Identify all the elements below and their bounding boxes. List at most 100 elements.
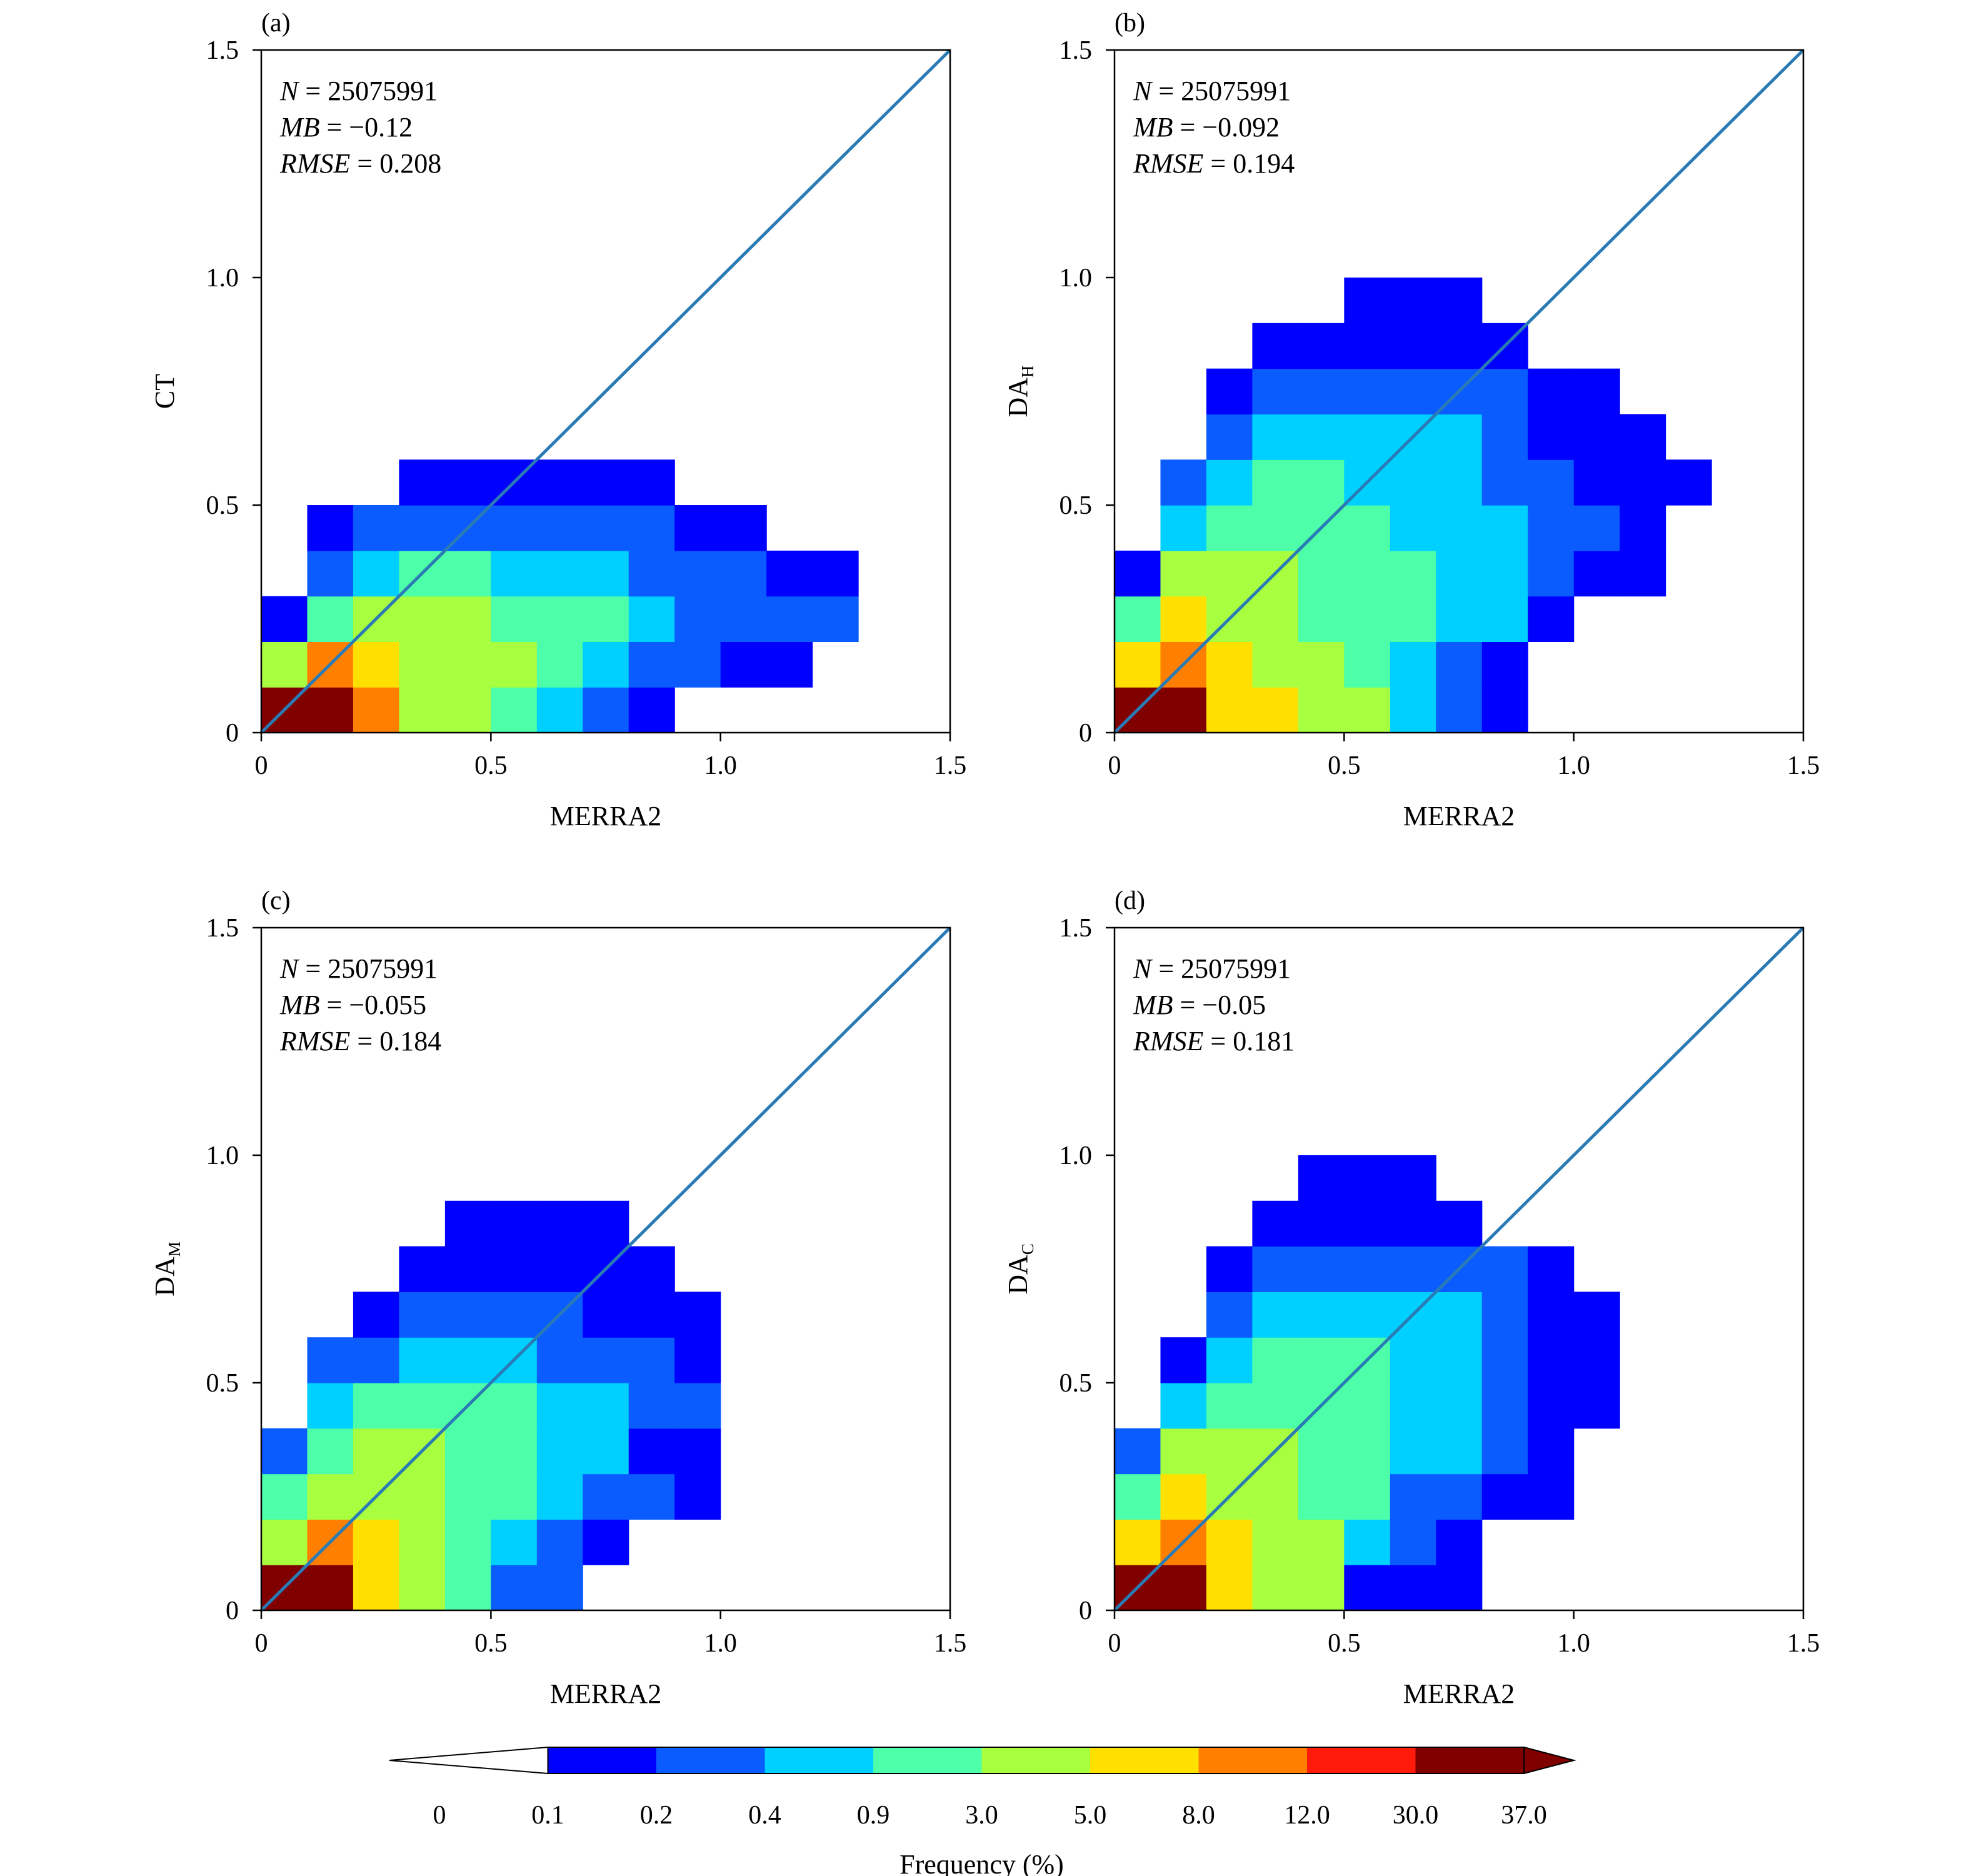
heatmap-cell — [1481, 1246, 1528, 1292]
heatmap-cell — [1390, 1565, 1436, 1611]
stat-n-value: = 25075991 — [298, 953, 438, 984]
panel-label: (a) — [261, 9, 291, 38]
heatmap-cell — [674, 1292, 721, 1338]
heatmap-cell — [1206, 1428, 1253, 1475]
heatmap-cell — [1481, 505, 1528, 551]
heatmap-cell — [444, 1292, 491, 1338]
heatmap-cell — [491, 596, 538, 642]
heatmap-cell — [399, 505, 446, 551]
y-axis-label-main: DA — [149, 1257, 180, 1297]
heatmap-cell — [1115, 596, 1161, 642]
x-axis-label: MERRA2 — [550, 801, 661, 831]
heatmap-cell — [491, 1292, 538, 1338]
heatmap-cell — [583, 1473, 629, 1520]
stat-mb: MB = −0.092 — [1133, 112, 1280, 143]
heatmap-cell — [583, 641, 629, 688]
heatmap-cell — [1252, 687, 1299, 733]
heatmap-cell — [1390, 368, 1436, 414]
x-tick-label: 0 — [1108, 751, 1121, 780]
heatmap-cell — [307, 550, 354, 597]
heatmap-cell — [1481, 641, 1528, 688]
one-to-one-line — [260, 49, 951, 734]
stats-block: N = 25075991 MB = −0.05 RMSE = 0.181 — [1133, 953, 1295, 1056]
heatmap-cell — [444, 596, 491, 642]
heatmap-cell — [720, 641, 767, 688]
colorbar-title: Frequency (%) — [899, 1849, 1064, 1876]
heatmap-cell — [1481, 1383, 1528, 1429]
y-axis-label-subscript: M — [165, 1241, 184, 1257]
heatmap-cell — [307, 1337, 354, 1383]
heatmap-cell — [1620, 459, 1666, 506]
heatmap-cell — [674, 1473, 721, 1520]
plot-frame — [1113, 926, 1805, 1612]
heatmap-cell — [1115, 641, 1161, 688]
x-tick-label: 0.5 — [1328, 1629, 1361, 1658]
heatmap-cell — [536, 1428, 583, 1475]
heatmap-cell — [444, 1565, 491, 1611]
heatmap-cell — [1252, 1383, 1299, 1429]
heatmap-cell — [674, 550, 721, 597]
x-tick-label: 1.0 — [704, 751, 737, 780]
heatmap-cell — [491, 550, 538, 597]
heatmap-cell — [399, 641, 446, 688]
heatmap-cell — [536, 1337, 583, 1383]
heatmap-cell — [1481, 368, 1528, 414]
stat-rmse-value: = 0.184 — [350, 1026, 441, 1056]
colorbar-segment — [981, 1747, 1090, 1773]
heatmap-cell — [1344, 368, 1391, 414]
heatmap-cell — [1252, 414, 1299, 460]
heatmap-cell — [399, 1519, 446, 1565]
heatmap-cell — [1160, 1383, 1207, 1429]
heatmap-cell — [491, 1565, 538, 1611]
heatmap-cell — [1390, 1337, 1436, 1383]
heatmap-cell — [1620, 414, 1666, 460]
y-axis-label-subscript: H — [1018, 365, 1037, 378]
y-axis-label-main: DA — [1003, 378, 1033, 418]
heatmap-cell — [583, 459, 629, 506]
heatmap-cell — [491, 1200, 538, 1247]
stats-block: N = 25075991 MB = −0.092 RMSE = 0.194 — [1133, 76, 1295, 179]
heatmap-cell — [1390, 641, 1436, 688]
heatmap-cell — [1436, 278, 1483, 324]
heatmap-cell — [1206, 1292, 1253, 1338]
heatmap-cell — [1160, 1565, 1207, 1611]
heatmap-cell — [1206, 1337, 1253, 1383]
heatmap-cell — [353, 1337, 399, 1383]
heatmap-cell — [1436, 596, 1483, 642]
heatmap-cells — [261, 1200, 721, 1611]
stat-mb-value: = −0.12 — [320, 112, 413, 143]
heatmap-cell — [536, 1519, 583, 1565]
panel-b: 00 0.5 0.5 1.0 1.0 1.5 1.5 (b) MERRA2 DAH N = 2507… — [1003, 9, 1820, 831]
heatmap-cell — [1481, 687, 1528, 733]
colorbar-segment — [1307, 1747, 1416, 1773]
heatmap-cell — [536, 550, 583, 597]
stat-n: N = 25075991 — [1133, 76, 1291, 106]
heatmap-cell — [536, 459, 583, 506]
y-tick-label: 1.5 — [1060, 914, 1093, 943]
heatmap-cell — [583, 1337, 629, 1383]
heatmap-cell — [1298, 1155, 1345, 1201]
colorbar-segment — [656, 1747, 765, 1773]
stat-rmse-value: = 0.194 — [1203, 148, 1295, 179]
panel-d: 00 0.5 0.5 1.0 1.0 1.5 1.5 (d) MERRA2 DAC N = 2507… — [1003, 886, 1820, 1709]
colorbar-segment — [764, 1747, 873, 1773]
y-tick-label: 0.5 — [206, 1369, 239, 1398]
heatmap-cell — [1344, 414, 1391, 460]
stat-mb-label: MB — [279, 112, 320, 143]
heatmap-cell — [1344, 1519, 1391, 1565]
x-tick-label: 0.5 — [1328, 751, 1361, 780]
one-to-one-line — [1113, 49, 1805, 734]
heatmap-cell — [1115, 550, 1161, 597]
heatmap-cell — [307, 505, 354, 551]
heatmap-cell — [1252, 1473, 1299, 1520]
heatmap-cell — [1528, 414, 1575, 460]
heatmap-cell — [1528, 1246, 1575, 1292]
heatmap-cell — [1436, 1337, 1483, 1383]
stat-mb-value: = −0.092 — [1173, 112, 1280, 143]
colorbar-tick-label: 0.1 — [531, 1801, 564, 1830]
heatmap-cell — [1528, 368, 1575, 414]
heatmap-cell — [1436, 1565, 1483, 1611]
colorbar-segment — [548, 1747, 656, 1773]
stat-rmse-value: = 0.181 — [1203, 1026, 1295, 1056]
heatmap-cell — [1298, 641, 1345, 688]
